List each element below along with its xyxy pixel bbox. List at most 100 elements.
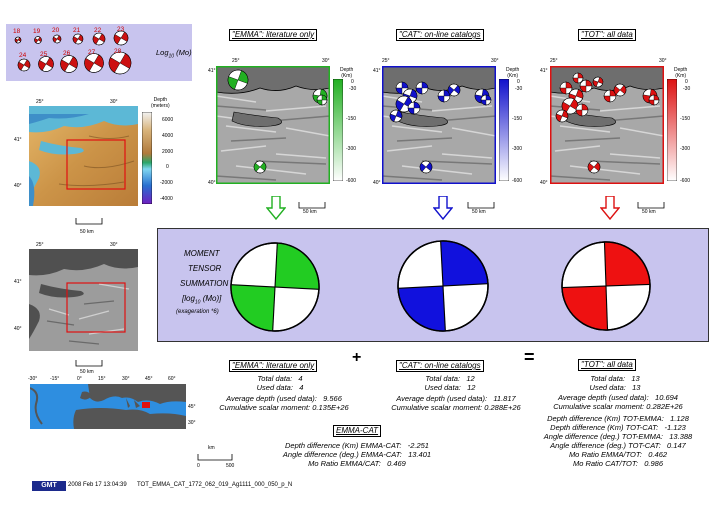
tot-map-beachball-3 [579, 79, 593, 93]
tot-summed-beachball [561, 241, 651, 331]
world-map [30, 384, 186, 429]
cat-lon-25: 25° [382, 58, 390, 64]
cat-summed-beachball-shape [397, 240, 489, 332]
emma-key-tick-150: -150 [346, 116, 357, 122]
emma-depth-key [333, 79, 343, 181]
tot-used-data: Used data: 13 [589, 383, 641, 392]
world-lat-30: 30° [188, 420, 196, 426]
cat-used-data: Used data: 12 [424, 383, 476, 392]
emma-stats-2: Average depth (used data): 9.566 Cumulat… [196, 394, 372, 412]
legend-beachball-21 [72, 33, 84, 45]
emma-lon-25: 25° [232, 58, 240, 64]
legend-beachball-19 [34, 36, 42, 44]
tot-depth-key [667, 79, 677, 181]
tot-scalebar [637, 202, 665, 209]
legend-mag-23: 23 [117, 26, 125, 33]
emma-summed-beachball [230, 242, 320, 332]
tot-emma-angle-difference: Angle difference (deg.) TOT-EMMA: 13.388 [543, 432, 693, 441]
emma-map-title: "EMMA": literature only [229, 29, 318, 41]
emma-cat-depth-difference: Depth difference (Km) EMMA-CAT: -2.251 [285, 441, 429, 450]
footer-timestamp: 2008 Feb 17 13:04:39 [68, 482, 127, 488]
topo-scalebar [75, 218, 103, 225]
tot-summed-beachball-shape [561, 241, 651, 331]
emma-key-tick-30: -30 [349, 86, 357, 92]
world-lon-30: 30° [122, 376, 130, 382]
emma-map-beachball-3 [316, 94, 328, 106]
world-lon-45: 45° [145, 376, 153, 382]
relief-scalebar [75, 360, 103, 367]
emma-scalebar [298, 202, 326, 209]
tot-lat-40: 40° [540, 180, 548, 186]
cat-map-beachball-7 [437, 89, 451, 103]
cat-key-tick-150: -150 [512, 116, 523, 122]
topo-lon-25: 25° [36, 99, 44, 105]
tot-cat-angle-difference: Angle difference (deg.) TOT-CAT: 0.147 [550, 441, 686, 450]
cat-depth-key-title: Depth (Km) [506, 67, 520, 79]
legend-mag-28: 28 [114, 48, 122, 55]
plus-operator: + [352, 349, 362, 366]
summation-line1: MOMENT [184, 249, 220, 258]
tot-average-depth: Average depth (used data): 10.694 [558, 393, 678, 402]
summation-line4: [log10 (Mo)] [182, 294, 222, 306]
emma-depth-key-title: Depth (Km) [340, 67, 354, 79]
tot-lon-25: 25° [550, 58, 558, 64]
topo-lat-40: 40° [14, 183, 22, 189]
legend-mag-19: 19 [33, 28, 41, 35]
tot-lat-41: 41° [540, 68, 548, 74]
cat-key-tick-0: 0 [517, 79, 520, 85]
legend-mag-26: 26 [63, 50, 71, 57]
tot-map [550, 66, 664, 184]
topo-black-sea [29, 106, 138, 133]
legend-beachball-25 [38, 56, 54, 72]
cat-lon-30: 30° [491, 58, 499, 64]
world-lat-45: 45° [188, 404, 196, 410]
emma-stats-title: "EMMA": literature only [229, 360, 318, 372]
tot-diff-stats: Depth difference (Km) TOT-EMMA: 1.128 De… [528, 414, 708, 468]
legend-beachball-18 [14, 36, 22, 44]
legend-mag-24: 24 [19, 52, 27, 59]
world-lon-neg15: -15° [50, 376, 60, 382]
topo-map [29, 106, 138, 206]
emma-map-beachball-4 [253, 160, 267, 174]
cat-map-beachball-8 [447, 83, 461, 97]
emma-cat-title: EMMA-CAT [333, 425, 382, 437]
summation-line2: TENSOR [188, 264, 222, 273]
emma-map [216, 66, 330, 184]
tot-stats-title: "TOT": all data [578, 359, 636, 371]
colorbar-tick-6000: 6000 [162, 117, 174, 123]
legend-mag-20: 20 [52, 27, 60, 34]
cat-map-beachball-3 [415, 81, 429, 95]
world-scalebar [197, 454, 233, 461]
cat-key-tick-300: -300 [512, 146, 523, 152]
legend-beachball-26 [60, 55, 78, 73]
cat-key-tick-30: -30 [515, 86, 523, 92]
cat-key-tick-600: -600 [512, 178, 523, 184]
tot-map-beachball-5 [575, 103, 589, 117]
topo-study-box [66, 139, 126, 190]
world-lon-neg30: -30° [28, 376, 38, 382]
emma-cat-angle-difference: Angle difference (deg.) EMMA-CAT: 13.401 [282, 450, 432, 459]
emma-map-beachball-1 [227, 69, 249, 91]
colorbar-tick-neg4000: -4000 [160, 196, 173, 202]
magnitude-legend-balls [14, 30, 132, 75]
relief-lon-30: 30° [110, 242, 118, 248]
emma-used-data: Used data: 4 [256, 383, 304, 392]
tot-scalebar-label: 50 km [642, 209, 656, 215]
tot-emma-depth-difference: Depth difference (Km) TOT-EMMA: 1.128 [547, 414, 689, 423]
colorbar-tick-4000: 4000 [162, 133, 174, 139]
tot-map-beachball-11 [587, 160, 601, 174]
tot-depth-key-title: Depth (Km) [674, 67, 688, 79]
gmt-logo: GMT [32, 481, 66, 491]
legend-beachball-28 [108, 51, 132, 75]
legend-beachball-20 [52, 34, 62, 44]
legend-mag-27: 27 [88, 49, 96, 56]
emma-lat-40: 40° [208, 180, 216, 186]
legend-log-label: Log10 (Mo) [156, 48, 192, 60]
cat-map-title: "CAT": on-line catalogs [396, 29, 484, 41]
tot-key-tick-0: 0 [685, 79, 688, 85]
tot-map-beachball-12 [572, 72, 584, 84]
cat-scalebar-label: 50 km [472, 209, 486, 215]
relief-scalebar-label: 50 km [80, 369, 94, 375]
emma-key-tick-0: 0 [351, 79, 354, 85]
cat-tot-mo-ratio: Mo Ratio CAT/TOT: 0.986 [572, 459, 664, 468]
